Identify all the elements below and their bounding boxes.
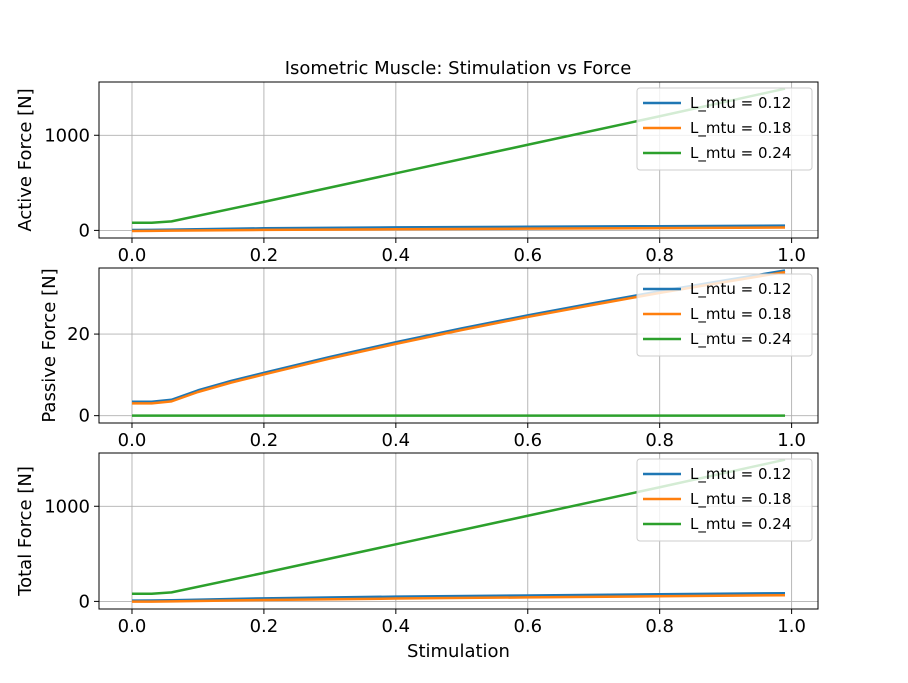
y-tick-label: 0 — [79, 406, 90, 427]
legend-entry: L_mtu = 0.24 — [690, 330, 791, 349]
subplots: 0.0 0.2 0.4 0.6 0.8 1.0 0 1000 Active Force [N] L… — [15, 81, 819, 662]
legend-entry: L_mtu = 0.24 — [690, 515, 791, 534]
axes-frame — [98, 452, 819, 610]
subplot-1: 0.0 0.2 0.4 0.6 0.8 1.0 0 1000 Active Force [N] L… — [15, 81, 819, 266]
legend-box — [636, 458, 813, 542]
legend-entry: L_mtu = 0.18 — [690, 119, 791, 138]
x-tick-label: 1.0 — [777, 245, 806, 266]
x-tick-label: 1.0 — [777, 430, 806, 451]
subplot-3: 0.0 0.2 0.4 0.6 0.8 1.0 0 1000 Total Force [N] St… — [15, 452, 819, 662]
series-line-2 — [131, 593, 786, 603]
x-tick-label: 0.2 — [250, 430, 279, 451]
legend-entry: L_mtu = 0.18 — [690, 490, 791, 509]
legend-box — [636, 273, 813, 357]
legend-entry: L_mtu = 0.12 — [690, 94, 791, 113]
x-axis-label: Stimulation — [407, 641, 510, 662]
subplot-2: 0.0 0.2 0.4 0.6 0.8 1.0 0 20 Passive Force [N] L_… — [39, 267, 819, 451]
y-axis-label: Passive Force [N] — [39, 268, 60, 422]
y-axis-label: Total Force [N] — [15, 466, 36, 597]
x-tick-label: 0.6 — [513, 430, 542, 451]
x-tick-label: 0.6 — [513, 616, 542, 637]
x-tick-label: 0.4 — [382, 245, 411, 266]
legend-entry: L_mtu = 0.24 — [690, 144, 791, 163]
legend: L_mtu = 0.12 L_mtu = 0.18 L_mtu = 0.24 — [636, 87, 813, 171]
x-tick-label: 1.0 — [777, 616, 806, 637]
x-tick-label: 0.0 — [118, 616, 147, 637]
x-tick-label: 0.8 — [645, 430, 674, 451]
y-axis-label: Active Force [N] — [15, 88, 36, 231]
x-tick-label: 0.2 — [250, 616, 279, 637]
y-tick-label: 1000 — [44, 125, 90, 146]
x-tick-label: 0.0 — [118, 430, 147, 451]
x-tick-label: 0.0 — [118, 245, 147, 266]
legend-box — [636, 87, 813, 171]
legend: L_mtu = 0.12 L_mtu = 0.18 L_mtu = 0.24 — [636, 458, 813, 542]
x-tick-label: 0.8 — [645, 245, 674, 266]
x-tick-label: 0.4 — [382, 430, 411, 451]
legend: L_mtu = 0.12 L_mtu = 0.18 L_mtu = 0.24 — [636, 273, 813, 357]
y-tick-label: 0 — [79, 220, 90, 241]
x-tick-label: 0.8 — [645, 616, 674, 637]
x-tick-label: 0.6 — [513, 245, 542, 266]
x-tick-label: 0.2 — [250, 245, 279, 266]
y-tick-label: 0 — [79, 591, 90, 612]
legend-entry: L_mtu = 0.18 — [690, 305, 791, 324]
chart-title: Isometric Muscle: Stimulation vs Force — [285, 58, 632, 79]
legend-entry: L_mtu = 0.12 — [690, 465, 791, 484]
series-line-2 — [131, 226, 786, 233]
axes-frame — [98, 81, 819, 239]
axes-frame — [98, 267, 819, 424]
y-tick-label: 20 — [67, 324, 90, 345]
x-tick-label: 0.4 — [382, 616, 411, 637]
y-tick-label: 1000 — [44, 496, 90, 517]
legend-entry: L_mtu = 0.12 — [690, 280, 791, 299]
